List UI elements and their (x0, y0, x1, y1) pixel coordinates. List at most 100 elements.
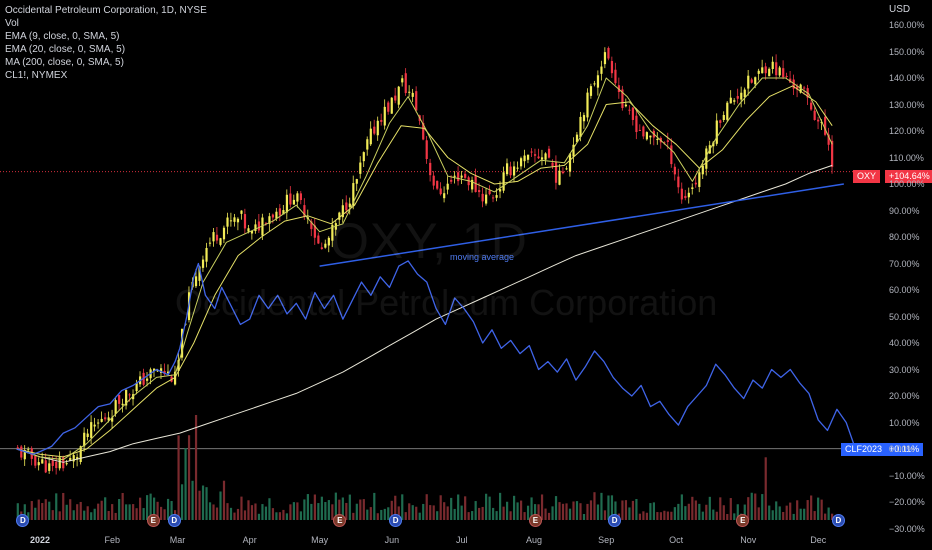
legend-volume[interactable]: Vol (5, 18, 19, 29)
candle-body (607, 47, 610, 59)
volume-bar (771, 510, 774, 520)
volume-bar (579, 503, 582, 520)
candle-body (537, 156, 540, 159)
y-tick-label: 60.00% (889, 285, 920, 295)
volume-bar (575, 501, 579, 520)
volume-bar (240, 496, 243, 520)
candle-body (118, 394, 121, 404)
candle-body (642, 126, 645, 137)
volume-bar (750, 492, 753, 520)
volume-bar (51, 510, 54, 520)
candle-body (236, 218, 240, 223)
candle-body (443, 193, 446, 199)
candle-body (285, 194, 289, 213)
volume-bar (429, 505, 432, 520)
dividend-marker[interactable]: D (389, 514, 403, 527)
dividend-marker[interactable]: D (167, 514, 181, 527)
volume-bar (485, 493, 488, 520)
volume-bar (191, 480, 194, 520)
volume-bar (799, 508, 802, 520)
volume-bar (561, 503, 565, 520)
volume-bar (624, 500, 628, 520)
candle-body (722, 115, 725, 121)
volume-bar (775, 501, 778, 520)
candle-body (247, 228, 250, 232)
x-tick-label: Dec (810, 535, 827, 545)
candle-body (79, 446, 82, 463)
volume-bar (177, 435, 180, 520)
volume-bar (62, 492, 65, 520)
volume-bar (212, 504, 215, 520)
y-tick-label: 10.00% (889, 417, 920, 428)
candle-body (575, 134, 579, 143)
candle-body (558, 170, 561, 185)
candle-body (610, 61, 614, 74)
candle-body (603, 52, 607, 65)
volume-bar (544, 508, 547, 520)
candle-body (180, 328, 184, 358)
earnings-marker[interactable]: E (146, 514, 160, 527)
candle-body (69, 458, 72, 461)
volume-bar (296, 502, 299, 520)
dividend-marker[interactable]: D (16, 514, 30, 527)
candle-body (275, 211, 278, 219)
y-tick-label: −20.00% (889, 497, 925, 507)
volume-bar (387, 507, 390, 520)
volume-bar (443, 502, 446, 520)
candle-body (107, 417, 110, 421)
volume-bar (114, 512, 117, 520)
volume-bar (425, 494, 428, 520)
volume-bar (146, 495, 149, 520)
candle-body (796, 86, 799, 90)
dividend-marker[interactable]: D (608, 514, 622, 527)
volume-bar (268, 498, 271, 520)
earnings-marker[interactable]: E (528, 514, 542, 527)
legend-ema9[interactable]: EMA (9, close, 0, SMA, 5) (5, 31, 120, 42)
candle-body (233, 217, 236, 222)
candle-body (226, 217, 229, 227)
legend-title[interactable]: Occidental Petroleum Corporation, 1D, NY… (5, 5, 207, 16)
volume-bar (422, 503, 425, 520)
volume-bar (806, 500, 809, 520)
volume-bar (540, 494, 544, 520)
volume-bar (170, 501, 173, 520)
volume-bar (778, 506, 781, 520)
earnings-marker[interactable]: E (333, 514, 347, 527)
y-tick-label: 20.00% (889, 391, 920, 401)
volume-bar (824, 513, 827, 520)
x-tick-label: Apr (242, 535, 257, 545)
volume-bar (48, 501, 51, 520)
volume-bar (796, 500, 799, 520)
legend-ma200[interactable]: MA (200, close, 0, SMA, 5) (5, 57, 124, 68)
candle-body (638, 129, 642, 131)
y-tick-label: 120.00% (889, 126, 925, 136)
volume-bar (257, 513, 261, 520)
volume-bar (439, 495, 442, 520)
legend-cl1[interactable]: CL1!, NYMEX (5, 70, 68, 81)
volume-bar (86, 506, 89, 520)
volume-bar (680, 494, 683, 520)
legend-ema20[interactable]: EMA (20, close, 0, SMA, 5) (5, 44, 126, 55)
volume-bar (506, 501, 509, 520)
volume-bar (397, 506, 400, 520)
candle-body (282, 210, 285, 215)
candle-body (222, 227, 226, 240)
earnings-marker[interactable]: E (736, 514, 750, 527)
candle-body (624, 104, 628, 107)
candle-body (589, 86, 593, 96)
volume-bar (41, 503, 44, 520)
volume-bar (519, 500, 523, 520)
volume-bar (810, 495, 813, 520)
candle-body (264, 222, 268, 224)
dividend-marker[interactable]: D (831, 514, 845, 527)
volume-bar (782, 511, 785, 520)
candle-body (782, 68, 785, 78)
volume-bar (153, 497, 156, 520)
volume-bar (233, 512, 236, 520)
volume-bar (324, 502, 327, 520)
volume-bar (827, 507, 830, 520)
candle-body (111, 417, 114, 422)
volume-bar (222, 480, 226, 520)
